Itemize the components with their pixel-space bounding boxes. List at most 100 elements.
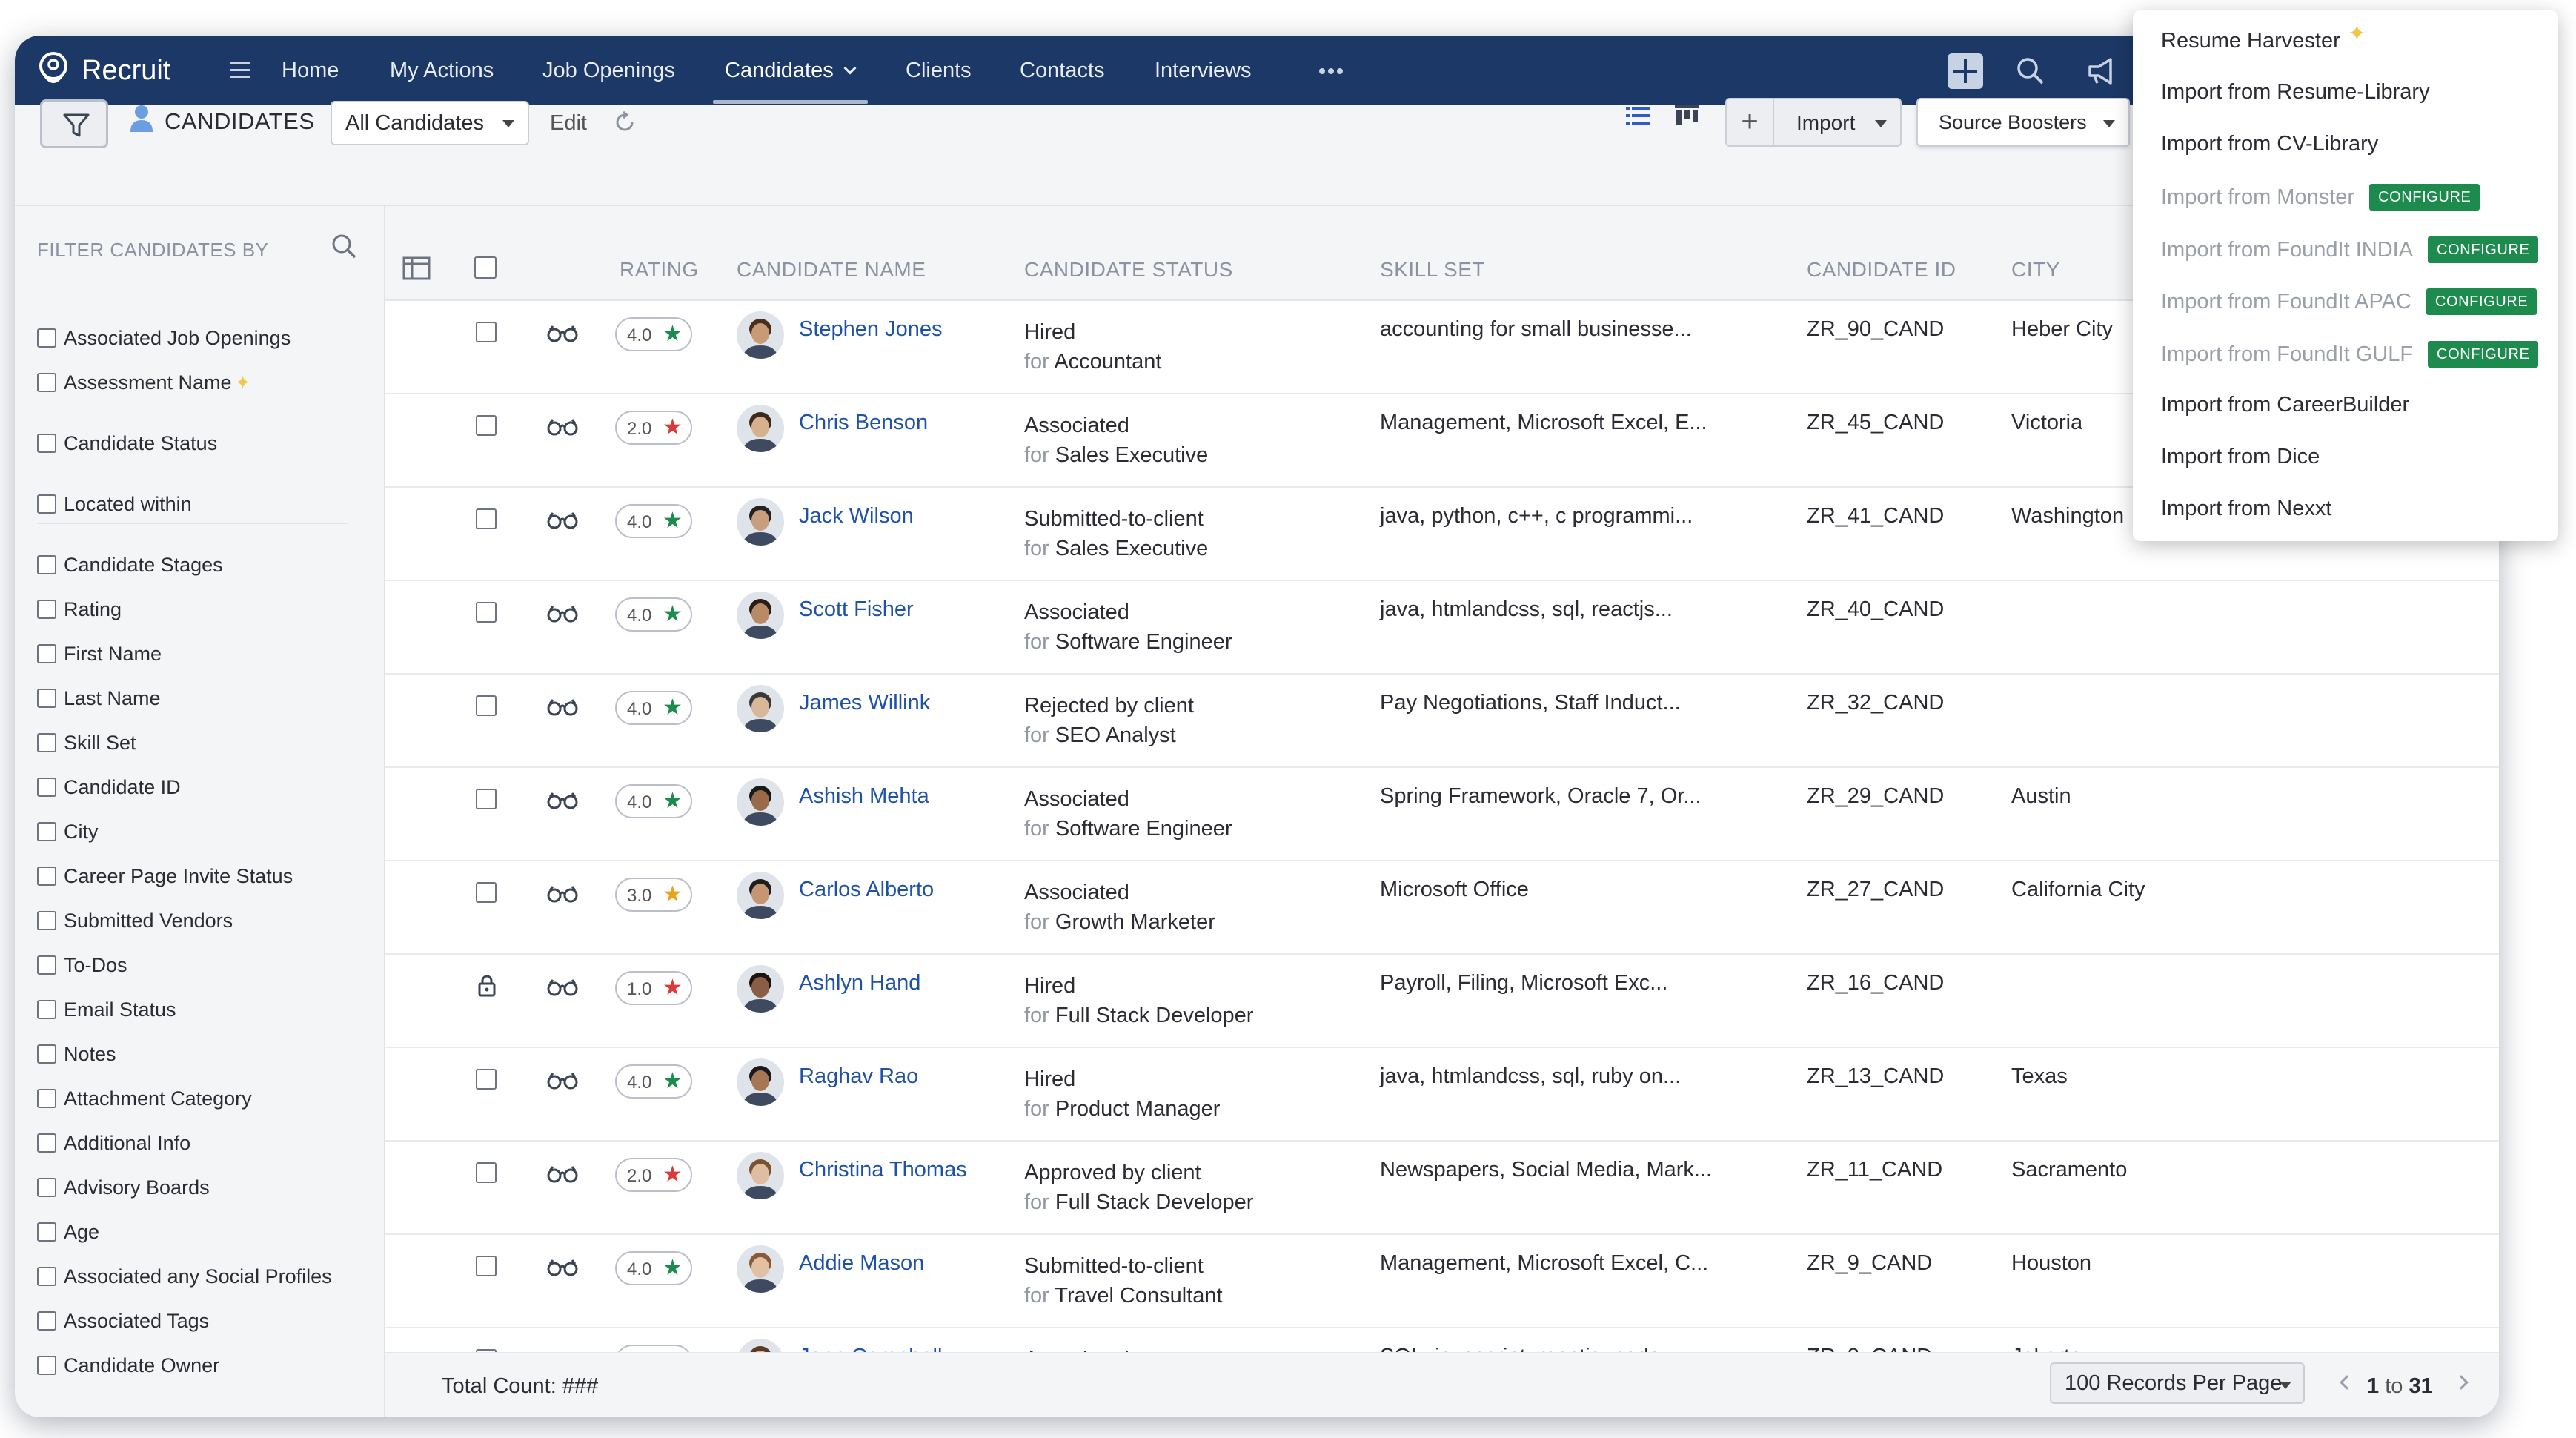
rating-badge[interactable]: 4.0 ★ bbox=[615, 504, 692, 538]
binoculars-icon[interactable] bbox=[545, 1164, 580, 1184]
table-row[interactable]: 4.0 ★ Raghav Rao Hired for Product Manager ja… bbox=[385, 1048, 2499, 1142]
hamburger-icon[interactable] bbox=[225, 58, 255, 83]
more-dots-icon[interactable] bbox=[1316, 56, 1346, 86]
filter-attachment-category[interactable]: Attachment Category bbox=[37, 1084, 252, 1113]
filter-checkbox[interactable] bbox=[37, 1000, 56, 1019]
table-row[interactable]: 5.0★ Jenn Campbell Associated SQL, javascri… bbox=[385, 1328, 2499, 1352]
rating-badge[interactable]: 4.0 ★ bbox=[615, 691, 692, 725]
rating-badge[interactable]: 2.0 ★ bbox=[615, 411, 692, 445]
filter-checkbox[interactable] bbox=[37, 1311, 56, 1331]
filter-checkbox[interactable] bbox=[37, 600, 56, 619]
filter-candidate-id[interactable]: Candidate ID bbox=[37, 772, 181, 802]
candidate-name-link[interactable]: Carlos Alberto bbox=[799, 878, 935, 901]
filter-checkbox[interactable] bbox=[37, 955, 56, 975]
filter-first-name[interactable]: First Name bbox=[37, 639, 162, 669]
candidate-name-link[interactable]: Ashlyn Hand bbox=[799, 971, 921, 995]
megaphone-icon[interactable] bbox=[2082, 52, 2121, 90]
filter-associated-any-social-profiles[interactable]: Associated any Social Profiles bbox=[37, 1262, 332, 1291]
binoculars-icon[interactable] bbox=[545, 977, 580, 998]
table-row[interactable]: 4.0 ★ James Willink Rejected by client for S… bbox=[385, 675, 2499, 768]
configure-badge[interactable]: CONFIGURE bbox=[2369, 184, 2480, 211]
records-per-page-select[interactable]: 100 Records Per Page bbox=[2050, 1362, 2305, 1404]
candidate-name-link[interactable]: Stephen Jones bbox=[799, 317, 943, 341]
nav-interviews[interactable]: Interviews bbox=[1155, 59, 1252, 82]
filter-checkbox[interactable] bbox=[37, 1222, 56, 1242]
filter-checkbox[interactable] bbox=[37, 1267, 56, 1286]
kanban-view-icon[interactable] bbox=[1672, 101, 1702, 130]
table-row[interactable]: 4.0 ★ Scott Fisher Associated for Software E… bbox=[385, 581, 2499, 675]
add-candidate-button[interactable]: + bbox=[1727, 99, 1774, 145]
column-header-candidate-name[interactable]: CANDIDATE NAME bbox=[737, 258, 926, 281]
rating-badge[interactable]: 3.0 ★ bbox=[615, 878, 692, 912]
menu-item-import-from-careerbuilder[interactable]: Import from CareerBuilder bbox=[2161, 393, 2409, 417]
filter-rating[interactable]: Rating bbox=[37, 594, 122, 624]
filter-checkbox[interactable] bbox=[37, 778, 56, 797]
table-row[interactable]: 4.0 ★ Addie Mason Submitted-to-client for Tr… bbox=[385, 1235, 2499, 1328]
filter-located-within[interactable]: Located within bbox=[37, 489, 192, 519]
menu-item-import-from-monster[interactable]: Import from Monster CONFIGURE bbox=[2161, 184, 2480, 211]
menu-item-import-from-foundit-india[interactable]: Import from FoundIt INDIA CONFIGURE bbox=[2161, 236, 2539, 263]
filter-checkbox[interactable] bbox=[37, 644, 56, 663]
rating-badge[interactable]: 4.0 ★ bbox=[615, 784, 692, 818]
candidate-name-link[interactable]: Jack Wilson bbox=[799, 504, 914, 528]
candidate-name-link[interactable]: Chris Benson bbox=[799, 411, 929, 434]
filter-checkbox[interactable] bbox=[37, 1356, 56, 1375]
search-icon[interactable] bbox=[2011, 52, 2050, 90]
filter-checkbox[interactable] bbox=[37, 1089, 56, 1108]
menu-item-import-from-cv-library[interactable]: Import from CV-Library bbox=[2161, 132, 2378, 156]
filter-associated-job-openings[interactable]: Associated Job Openings bbox=[37, 323, 291, 353]
candidate-name-link[interactable]: Christina Thomas bbox=[799, 1158, 967, 1182]
filter-assessment-name[interactable]: Assessment Name ✦ bbox=[37, 368, 250, 397]
filter-checkbox[interactable] bbox=[37, 733, 56, 752]
nav-my-actions[interactable]: My Actions bbox=[390, 59, 494, 82]
row-checkbox[interactable] bbox=[476, 1349, 497, 1352]
row-checkbox[interactable] bbox=[476, 602, 497, 623]
candidate-name-link[interactable]: James Willink bbox=[799, 691, 931, 715]
import-button[interactable]: Import bbox=[1796, 111, 1856, 134]
rating-badge[interactable]: 2.0 ★ bbox=[615, 1158, 692, 1192]
filter-checkbox[interactable] bbox=[37, 1178, 56, 1197]
column-header-candidate-id[interactable]: CANDIDATE ID bbox=[1807, 258, 1956, 281]
filter-associated-tags[interactable]: Associated Tags bbox=[37, 1306, 209, 1336]
filter-candidate-stages[interactable]: Candidate Stages bbox=[37, 550, 223, 580]
row-checkbox[interactable] bbox=[476, 1256, 497, 1276]
candidate-name-link[interactable]: Scott Fisher bbox=[799, 597, 914, 621]
row-checkbox[interactable] bbox=[476, 695, 497, 716]
table-row[interactable]: 1.0 ★ Ashlyn Hand Hired for Full Stack Devel… bbox=[385, 955, 2499, 1048]
row-checkbox[interactable] bbox=[476, 508, 497, 529]
filter-advisory-boards[interactable]: Advisory Boards bbox=[37, 1173, 210, 1202]
source-boosters-button[interactable]: Source Boosters bbox=[1916, 98, 2130, 147]
filter-to-dos[interactable]: To-Dos bbox=[37, 950, 127, 980]
rating-badge[interactable]: 4.0 ★ bbox=[615, 597, 692, 632]
filter-age[interactable]: Age bbox=[37, 1217, 99, 1247]
list-view-icon[interactable] bbox=[1623, 101, 1653, 130]
menu-item-import-from-foundit-gulf[interactable]: Import from FoundIt GULF CONFIGURE bbox=[2161, 341, 2539, 368]
filter-notes[interactable]: Notes bbox=[37, 1039, 116, 1069]
filter-checkbox[interactable] bbox=[37, 689, 56, 708]
nav-home[interactable]: Home bbox=[282, 59, 339, 82]
candidate-name-link[interactable]: Addie Mason bbox=[799, 1251, 925, 1275]
row-checkbox[interactable] bbox=[476, 322, 497, 342]
filter-checkbox[interactable] bbox=[37, 1044, 56, 1064]
filter-toggle-button[interactable] bbox=[40, 99, 108, 148]
rating-badge[interactable]: 4.0 ★ bbox=[615, 1064, 692, 1099]
edit-view-link[interactable]: Edit bbox=[550, 111, 587, 135]
candidate-name-link[interactable]: Raghav Rao bbox=[799, 1064, 919, 1088]
filter-checkbox[interactable] bbox=[37, 494, 56, 514]
filter-career-page-invite-status[interactable]: Career Page Invite Status bbox=[37, 861, 293, 891]
candidate-name-link[interactable]: Ashish Mehta bbox=[799, 784, 929, 808]
select-all-checkbox[interactable] bbox=[474, 256, 497, 279]
filter-submitted-vendors[interactable]: Submitted Vendors bbox=[37, 906, 233, 935]
filter-candidate-status[interactable]: Candidate Status bbox=[37, 428, 217, 458]
view-selector[interactable]: All Candidates bbox=[331, 101, 529, 145]
binoculars-icon[interactable] bbox=[545, 510, 580, 531]
filter-candidate-owner[interactable]: Candidate Owner bbox=[37, 1351, 219, 1380]
binoculars-icon[interactable] bbox=[545, 697, 580, 718]
binoculars-icon[interactable] bbox=[545, 417, 580, 437]
table-row[interactable]: 4.0 ★ Ashish Mehta Associated for Software E… bbox=[385, 768, 2499, 861]
filter-additional-info[interactable]: Additional Info bbox=[37, 1128, 190, 1158]
filter-checkbox[interactable] bbox=[37, 373, 56, 392]
row-checkbox[interactable] bbox=[476, 1162, 497, 1183]
binoculars-icon[interactable] bbox=[545, 1257, 580, 1278]
column-header-city[interactable]: CITY bbox=[2011, 258, 2060, 281]
